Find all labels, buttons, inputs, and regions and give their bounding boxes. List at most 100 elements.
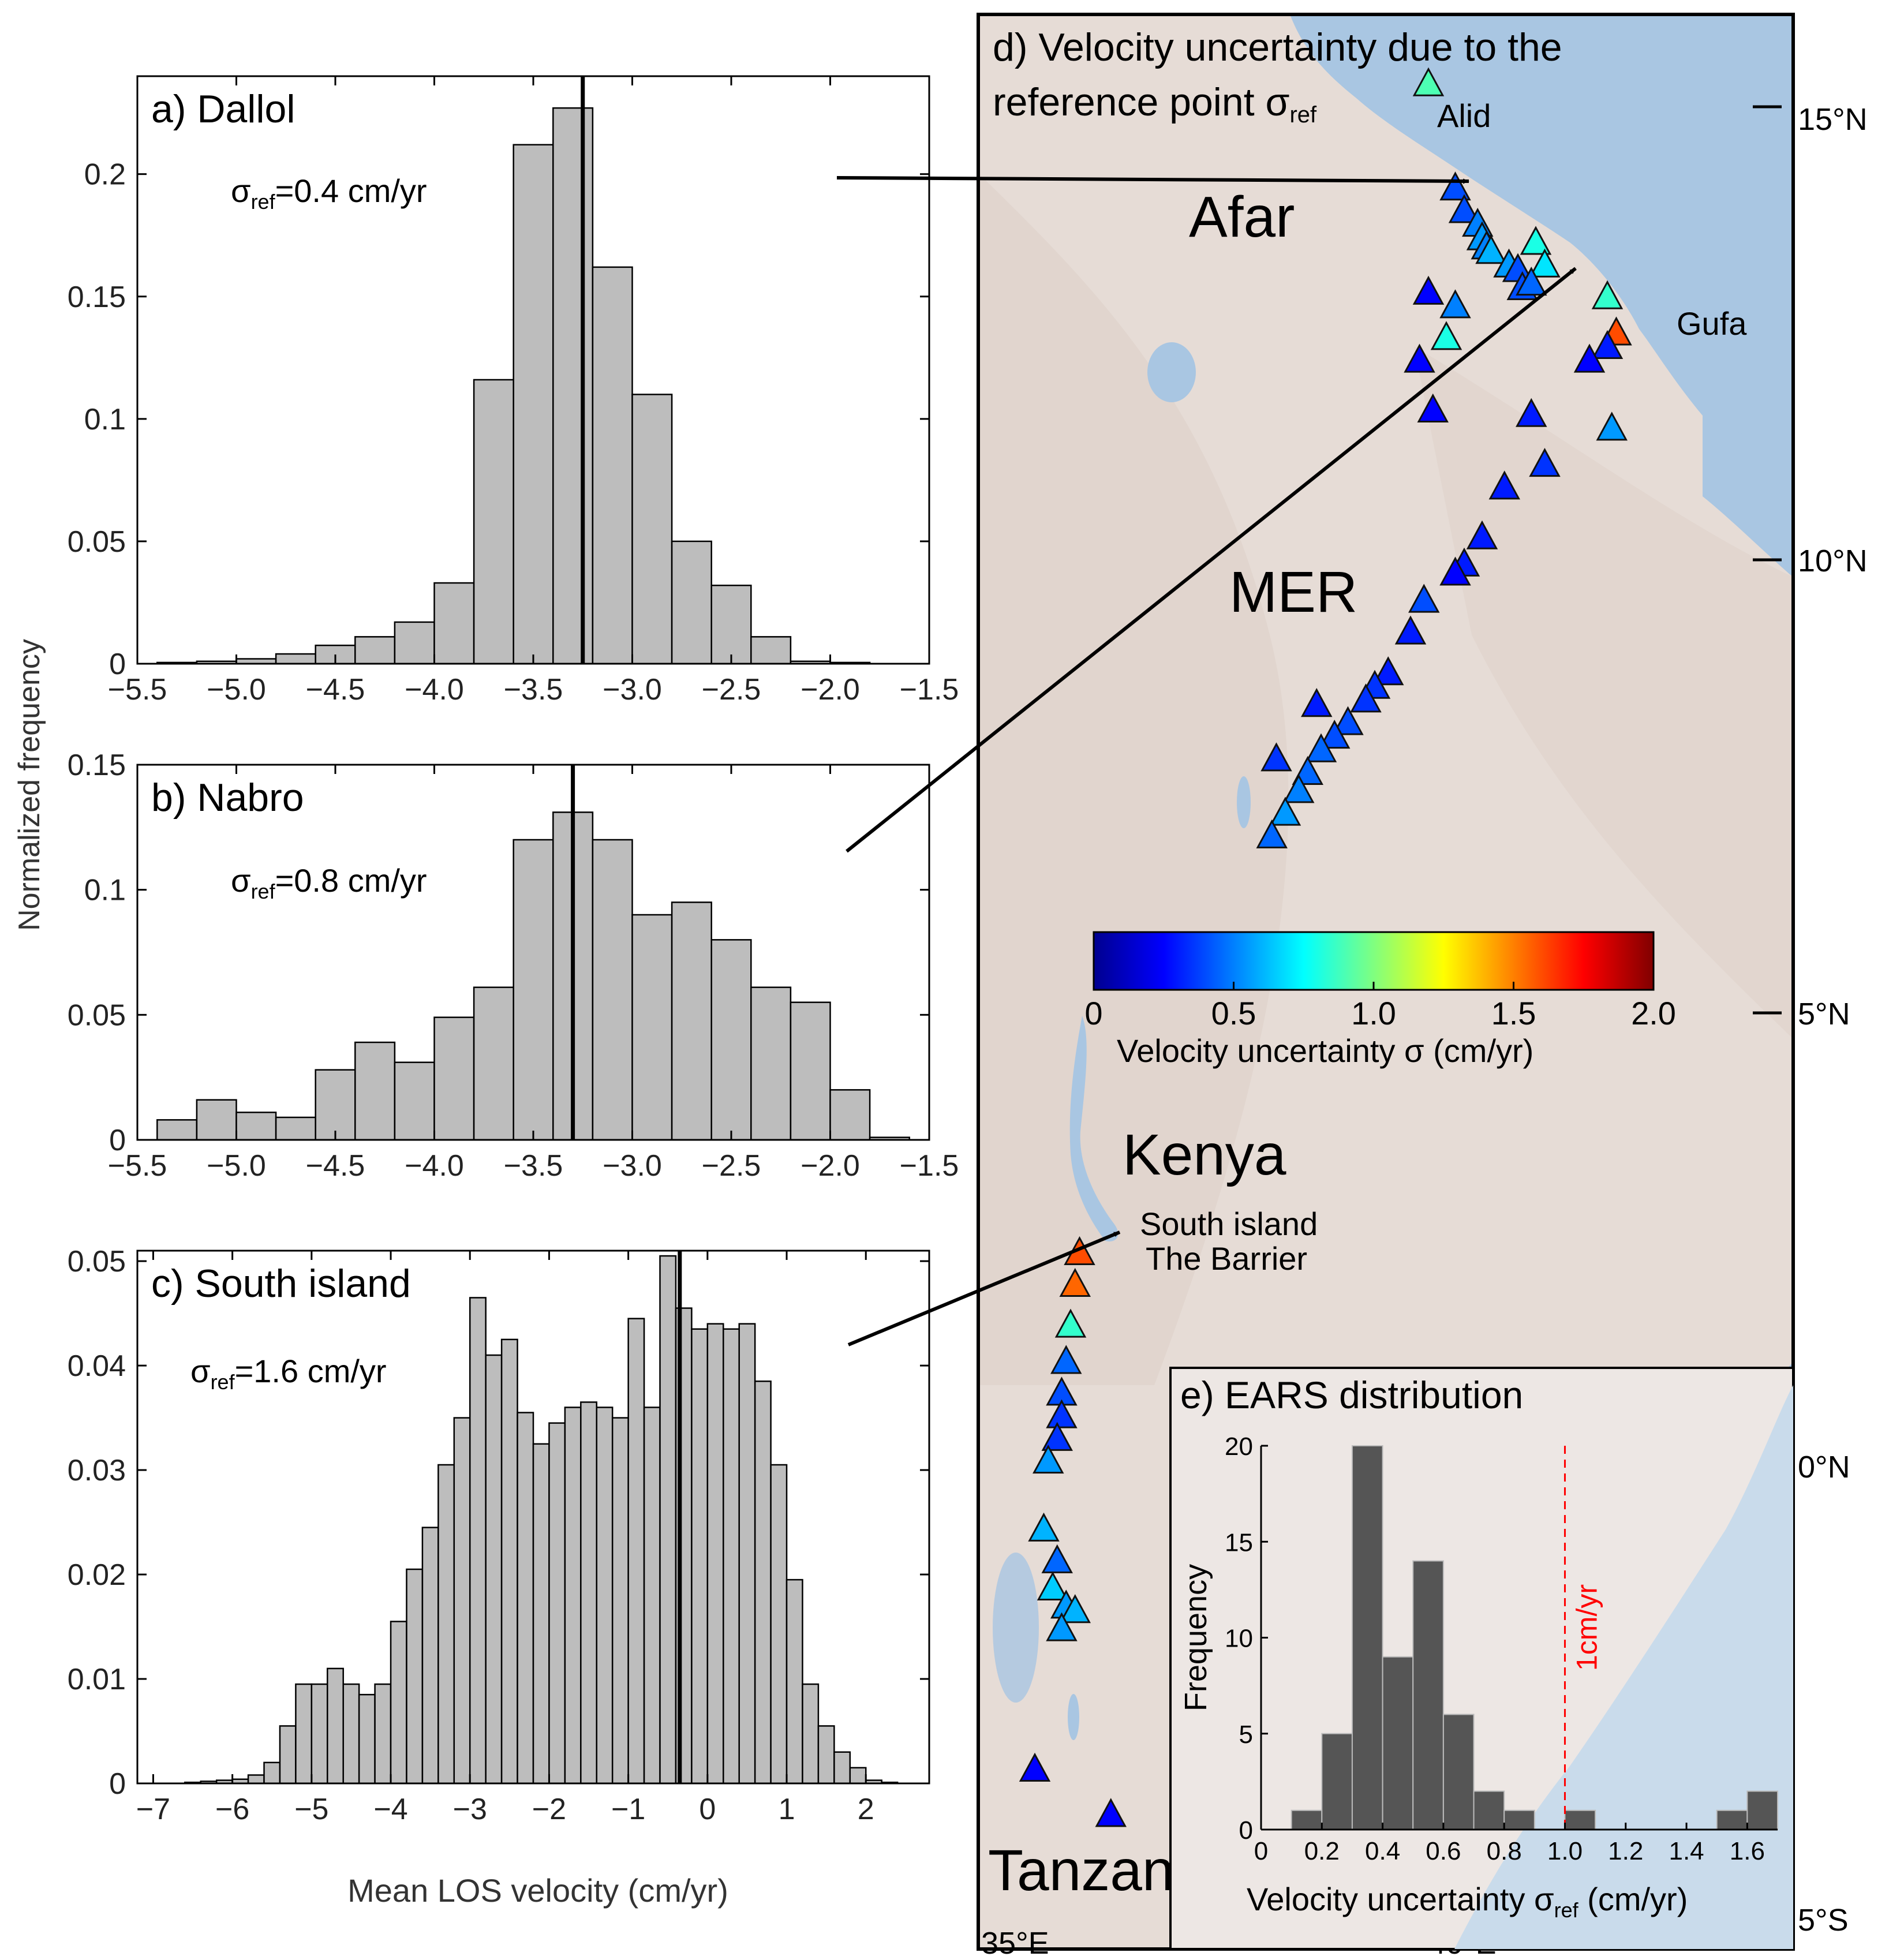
y-tick-label: 0.01	[68, 1663, 126, 1696]
map-title-line1: d) Velocity uncertainty due to the	[993, 25, 1562, 69]
inset-bar	[1412, 1560, 1444, 1830]
x-tick-label: −4.0	[405, 673, 464, 706]
histogram-bar	[631, 914, 673, 1141]
x-tick-label: 2	[858, 1793, 874, 1826]
histogram-bar	[473, 379, 514, 665]
histogram-bar	[517, 1412, 534, 1785]
station-triangle	[1475, 235, 1507, 264]
histogram-bar	[469, 1297, 487, 1785]
inset-y-tick-label: 0	[1239, 1816, 1253, 1845]
station-triangle	[1054, 1308, 1087, 1338]
x-tick-label: −4.5	[306, 1149, 365, 1183]
histogram-bar	[627, 1318, 645, 1785]
histogram-bar	[196, 1099, 237, 1141]
colorbar-tick-label: 1.0	[1351, 995, 1396, 1031]
histogram-bar	[342, 1683, 360, 1785]
station-triangle	[1256, 819, 1288, 848]
x-tick-label: −3.5	[504, 673, 563, 706]
station-triangle	[1028, 1512, 1060, 1542]
inset-x-tick-label: 1.6	[1730, 1837, 1765, 1865]
station-triangle	[1037, 1571, 1069, 1600]
histogram-bar	[473, 986, 514, 1141]
y-tick-label: 0.15	[68, 280, 126, 314]
lake-abaya	[1237, 776, 1251, 828]
histogram-a: −5.5 −5.0 −4.5 −4.0 −3.5 −3.0 −2.5 −2.0 −1.5 0 0.0…	[68, 75, 959, 706]
histogram-bar	[564, 1407, 582, 1785]
lat-tick-10n: 10°N	[1798, 544, 1868, 578]
inset-y-tick-label: 15	[1225, 1528, 1253, 1557]
x-tick-label: 0	[699, 1793, 716, 1826]
station-triangle	[1596, 412, 1628, 441]
station-triangle	[1283, 774, 1315, 803]
inset-bar	[1564, 1809, 1596, 1830]
site-label-south-island: South island	[1140, 1206, 1318, 1242]
histogram-bar	[513, 144, 554, 665]
colorbar-tick-label: 0.5	[1211, 995, 1256, 1031]
histogram-bar	[433, 1016, 475, 1141]
histogram-bar	[849, 1767, 867, 1785]
histogram-bar	[394, 621, 435, 665]
inset-y-tick-label: 10	[1225, 1625, 1253, 1653]
histogram-bar	[750, 986, 792, 1141]
x-tick-label: −4.0	[405, 1149, 464, 1183]
inset-x-tick-label: 0.6	[1426, 1837, 1461, 1865]
lat-tick-0n: 0°N	[1798, 1450, 1850, 1484]
station-triangle	[1319, 720, 1351, 749]
histogram-bar	[738, 1323, 756, 1785]
histogram-bar	[671, 540, 712, 665]
x-tick-label: −5	[294, 1793, 328, 1826]
histogram-bar	[354, 1041, 396, 1141]
inset-bar	[1503, 1809, 1535, 1830]
lon-tick-35e: 35°E	[981, 1926, 1049, 1960]
map-title-line2: reference point σref	[993, 80, 1317, 128]
station-triangle	[1019, 1752, 1051, 1782]
histogram-bar	[433, 582, 475, 665]
station-triangle	[1041, 1544, 1073, 1573]
inset-x-tick-label: 0.4	[1365, 1837, 1400, 1865]
inset-x-tick-label: 0	[1254, 1837, 1268, 1865]
histogram-bar	[631, 394, 673, 665]
x-tick-label: −2.5	[702, 1149, 761, 1183]
histogram-bar	[671, 902, 712, 1141]
station-triangle	[1305, 733, 1337, 762]
x-tick-label: −4	[373, 1793, 407, 1826]
x-tick-label: −3.0	[603, 1149, 662, 1183]
station-triangle	[1332, 706, 1364, 735]
station-triangle	[1573, 343, 1606, 373]
station-triangle	[1059, 1594, 1091, 1624]
x-tick-label: −4.5	[306, 673, 365, 706]
station-triangle	[1529, 448, 1561, 477]
station-triangle	[1059, 1267, 1091, 1297]
histogram-bar	[500, 1338, 518, 1785]
inset-title: e) EARS distribution	[1180, 1374, 1523, 1416]
arrow-nabro	[846, 267, 1577, 853]
lake-victoria-edge	[993, 1553, 1039, 1703]
histogram-bar	[437, 1464, 455, 1785]
y-tick-label: 0.1	[84, 874, 126, 907]
inset-x-tick-label: 1.0	[1547, 1837, 1583, 1865]
panel-c-sigma: σref=1.6 cm/yr	[190, 1353, 387, 1394]
station-triangle	[1417, 393, 1449, 422]
inset-ocean	[1454, 1368, 1793, 1949]
histogram-bar	[710, 939, 752, 1141]
histogram-bar	[548, 1422, 566, 1785]
x-tick-label: −1.5	[900, 673, 959, 706]
histogram-bar	[710, 585, 752, 665]
inset-bar	[1351, 1445, 1383, 1830]
site-label-alid: Alid	[1437, 98, 1491, 134]
inset-x-tick-label: 0.2	[1304, 1837, 1340, 1865]
inset-xlabel: Velocity uncertainty σref (cm/yr)	[1247, 1881, 1688, 1922]
colorbar-label: Velocity uncertainty σ (cm/yr)	[1117, 1033, 1533, 1069]
shared-ylabel: Normalized frequency	[13, 639, 46, 931]
histogram-bar	[390, 1621, 407, 1785]
panel-a-sigma: σref=0.4 cm/yr	[231, 173, 427, 214]
station-triangle	[1408, 583, 1440, 613]
histogram-bar	[802, 1683, 820, 1785]
x-tick-label: −3	[453, 1793, 487, 1826]
y-tick-label: 0	[109, 1767, 126, 1801]
station-triangle	[1591, 330, 1624, 360]
y-tick-label: 0.2	[84, 158, 126, 192]
station-triangle	[1412, 67, 1445, 96]
histogram-bar	[833, 1751, 851, 1785]
colorbar-tick-label: 0	[1084, 995, 1102, 1031]
